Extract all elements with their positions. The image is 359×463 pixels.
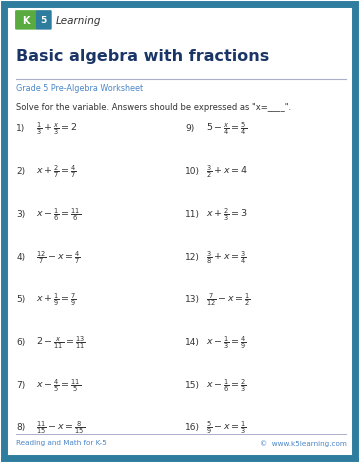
- Text: $x - \frac{4}{5}=\frac{11}{5}$: $x - \frac{4}{5}=\frac{11}{5}$: [36, 376, 81, 393]
- Text: $\frac{7}{12} - x = \frac{1}{2}$: $\frac{7}{12} - x = \frac{1}{2}$: [206, 291, 251, 307]
- Text: 2): 2): [16, 167, 25, 176]
- Text: 5: 5: [41, 16, 47, 25]
- Text: $\frac{1}{3}+\frac{x}{3}= 2$: $\frac{1}{3}+\frac{x}{3}= 2$: [36, 120, 77, 137]
- Text: 9): 9): [185, 124, 194, 133]
- Text: 15): 15): [185, 380, 200, 389]
- Text: 4): 4): [16, 252, 25, 261]
- Text: $x +\frac{2}{7}=\frac{4}{7}$: $x +\frac{2}{7}=\frac{4}{7}$: [36, 163, 77, 180]
- Text: $x - \frac{1}{6} = \frac{2}{3}$: $x - \frac{1}{6} = \frac{2}{3}$: [206, 376, 247, 393]
- Text: Basic algebra with fractions: Basic algebra with fractions: [16, 49, 269, 63]
- Text: 14): 14): [185, 337, 200, 346]
- Text: 3): 3): [16, 209, 25, 219]
- FancyBboxPatch shape: [36, 11, 52, 31]
- Text: 13): 13): [185, 294, 200, 304]
- Text: 8): 8): [16, 422, 25, 432]
- Text: 5): 5): [16, 294, 25, 304]
- Text: Learning: Learning: [56, 16, 101, 26]
- Text: $\frac{5}{9} - x =\frac{1}{3}$: $\frac{5}{9} - x =\frac{1}{3}$: [206, 419, 247, 435]
- Text: K: K: [23, 16, 30, 26]
- Text: 10): 10): [185, 167, 200, 176]
- FancyBboxPatch shape: [15, 11, 37, 31]
- Text: $\frac{11}{15} - x = \frac{8}{15}$: $\frac{11}{15} - x = \frac{8}{15}$: [36, 419, 85, 435]
- Text: 1): 1): [16, 124, 25, 133]
- Text: $\frac{3}{8}+ x = \frac{3}{4}$: $\frac{3}{8}+ x = \frac{3}{4}$: [206, 248, 247, 265]
- Text: Solve for the variable. Answers should be expressed as "x=____".: Solve for the variable. Answers should b…: [16, 103, 291, 112]
- Text: $5 - \frac{x}{4}=\frac{5}{4}$: $5 - \frac{x}{4}=\frac{5}{4}$: [206, 120, 247, 137]
- Text: $2 - \frac{x}{11} = \frac{13}{11}$: $2 - \frac{x}{11} = \frac{13}{11}$: [36, 333, 85, 350]
- Text: 16): 16): [185, 422, 200, 432]
- Text: Reading and Math for K-5: Reading and Math for K-5: [16, 439, 107, 445]
- Text: $x + \frac{1}{9}=\frac{7}{9}$: $x + \frac{1}{9}=\frac{7}{9}$: [36, 291, 77, 307]
- Text: 12): 12): [185, 252, 200, 261]
- Text: ©  www.k5learning.com: © www.k5learning.com: [260, 439, 346, 445]
- Text: $x - \frac{1}{3} = \frac{4}{9}$: $x - \frac{1}{3} = \frac{4}{9}$: [206, 333, 247, 350]
- Text: 7): 7): [16, 380, 25, 389]
- Text: Grade 5 Pre-Algebra Worksheet: Grade 5 Pre-Algebra Worksheet: [16, 84, 143, 93]
- Text: $\frac{3}{2}+ x = 4$: $\frac{3}{2}+ x = 4$: [206, 163, 248, 180]
- Text: 6): 6): [16, 337, 25, 346]
- Text: $\frac{12}{7} - x = \frac{4}{7}$: $\frac{12}{7} - x = \frac{4}{7}$: [36, 248, 81, 265]
- Text: $x - \frac{1}{6} = \frac{11}{6}$: $x - \frac{1}{6} = \frac{11}{6}$: [36, 206, 81, 222]
- Text: 11): 11): [185, 209, 200, 219]
- Text: $x +\frac{2}{3}= 3$: $x +\frac{2}{3}= 3$: [206, 206, 248, 222]
